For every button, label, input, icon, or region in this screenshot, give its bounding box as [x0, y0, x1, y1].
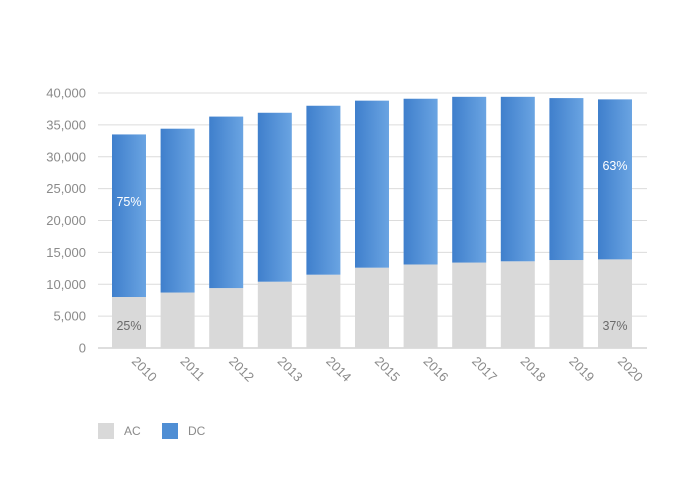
y-tick-label: 30,000: [46, 149, 86, 164]
bar-segment-ac: [549, 260, 584, 348]
bar-segment-dc: [160, 128, 195, 293]
x-tick-label: 2011: [177, 354, 207, 384]
x-tick-label: 2017: [469, 354, 500, 385]
data-label-dc: 63%: [602, 159, 627, 173]
bar-segment-dc: [549, 98, 584, 261]
bar-segment-ac: [452, 262, 487, 348]
legend-label-ac: AC: [124, 424, 141, 438]
bar-segment-dc: [355, 100, 389, 268]
data-label-dc: 75%: [116, 195, 141, 209]
y-tick-label: 40,000: [46, 86, 86, 101]
bar-segment-dc: [257, 112, 292, 282]
x-tick-label: 2016: [420, 354, 451, 385]
x-tick-label: 2020: [615, 354, 646, 385]
x-tick-label: 2010: [129, 354, 160, 385]
y-tick-label: 5,000: [53, 309, 86, 324]
bar-segment-ac: [355, 267, 389, 348]
bars: 75% 25% 63% 37%: [112, 96, 632, 348]
data-label-ac: 25%: [116, 319, 141, 333]
bar-segment-ac: [306, 274, 341, 348]
y-tick-label: 25,000: [46, 181, 86, 196]
x-tick-label: 2014: [323, 354, 354, 385]
x-tick-label: 2012: [226, 354, 257, 385]
bar-segment-ac: [403, 264, 438, 348]
x-tick-label: 2015: [372, 354, 403, 385]
bar-segment-dc: [500, 96, 535, 262]
y-tick-label: 0: [79, 341, 86, 356]
bar-segment-dc: [452, 96, 487, 263]
legend-swatch-ac: [98, 423, 114, 439]
bar-segment-ac: [598, 259, 632, 348]
bar-segment-ac: [112, 297, 146, 348]
bar-segment-dc: [112, 134, 146, 297]
y-tick-label: 15,000: [46, 245, 86, 260]
bar-segment-ac: [160, 292, 195, 348]
bar-segment-ac: [209, 288, 244, 348]
x-tick-label: 2013: [275, 354, 306, 385]
bar-segment-dc: [306, 105, 341, 275]
y-tick-label: 35,000: [46, 117, 86, 132]
bar-segment-dc: [209, 116, 244, 289]
bar-segment-ac: [500, 261, 535, 348]
data-label-ac: 37%: [602, 319, 627, 333]
x-tick-label: 2019: [566, 354, 597, 385]
y-tick-label: 20,000: [46, 213, 86, 228]
legend: AC DC: [98, 423, 206, 439]
y-axis-tick-labels: 0 5,000 10,000 15,000 20,000 25,000 30,000 35,0…: [46, 86, 86, 356]
x-axis-tick-labels: 2010 2011 2012 2013 2014 2015 2016 2017 2018 2019…: [129, 354, 646, 385]
legend-label-dc: DC: [188, 424, 206, 438]
x-tick-label: 2018: [518, 354, 549, 385]
bar-segment-dc: [598, 99, 632, 260]
bar-segment-ac: [257, 281, 292, 348]
bar-segment-dc: [403, 98, 438, 265]
legend-swatch-dc: [162, 423, 178, 439]
y-tick-label: 10,000: [46, 277, 86, 292]
